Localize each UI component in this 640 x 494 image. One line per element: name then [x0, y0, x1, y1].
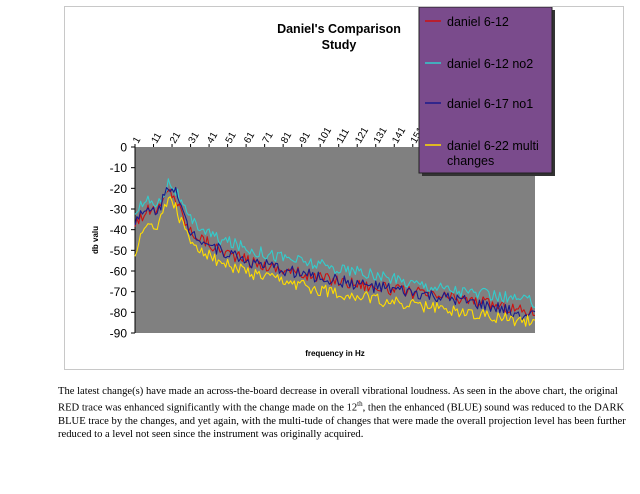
y-tick-label: -80 [110, 306, 128, 320]
caption-text-2: , then the enhanced (BLUE) sound was red… [58, 402, 626, 441]
caption-paragraph: The latest change(s) have made an across… [58, 385, 628, 441]
series-line [134, 196, 536, 327]
chart-frame: Daniel's Comparison Study 0 -10 -20 -30 -40 -50… [64, 6, 624, 370]
y-tick-label: -10 [110, 161, 128, 175]
x-axis-label: frequency in Hz [305, 349, 365, 358]
series-line [134, 188, 536, 317]
legend-entry-label: daniel 6-22 multi [447, 139, 539, 153]
x-tick-label: 41 [205, 130, 220, 146]
legend-entry-label: daniel 6-12 [447, 15, 509, 29]
legend-entry-label: daniel 6-17 no1 [447, 97, 533, 111]
y-tick-label: -90 [110, 327, 128, 341]
x-tick-label: 141 [390, 125, 408, 145]
x-tick-label: 11 [150, 131, 165, 146]
y-tick-label: -30 [110, 203, 128, 217]
y-tick-label: -60 [110, 265, 128, 279]
chart-title-line: Daniel's Comparison [277, 22, 401, 36]
legend-entry-label: changes [447, 154, 494, 168]
x-tick-label: 1 [131, 135, 144, 146]
x-tick-label: 91 [298, 130, 313, 146]
x-tick-label: 131 [372, 125, 390, 145]
x-tick-label: 111 [335, 126, 352, 145]
y-tick-label: 0 [120, 141, 127, 155]
x-tick-label: 81 [279, 130, 294, 146]
x-tick-label: 121 [353, 125, 371, 145]
x-tick-label: 61 [242, 130, 257, 146]
x-tick-label: 21 [168, 130, 183, 146]
y-axis-label: db valu [91, 226, 100, 254]
series-line [134, 178, 536, 308]
x-tick-label: 51 [224, 130, 239, 146]
legend-entry-label: daniel 6-12 no2 [447, 57, 533, 71]
x-tick-label: 31 [187, 130, 202, 146]
x-tick-label: 71 [261, 130, 276, 146]
x-tick-label: 101 [316, 125, 334, 145]
chart-svg: Daniel's Comparison Study 0 -10 -20 -30 -40 -50… [91, 7, 555, 358]
y-tick-label: -40 [110, 223, 128, 237]
series-line [134, 186, 536, 321]
y-tick-label: -70 [110, 285, 128, 299]
y-tick-label: -20 [110, 182, 128, 196]
caption-text-1: The latest change(s) have made an across… [58, 386, 618, 414]
chart-title-line: Study [322, 38, 357, 52]
legend-box [418, 7, 553, 174]
y-tick-label: -50 [110, 244, 128, 258]
caption-superscript: th [357, 400, 363, 409]
